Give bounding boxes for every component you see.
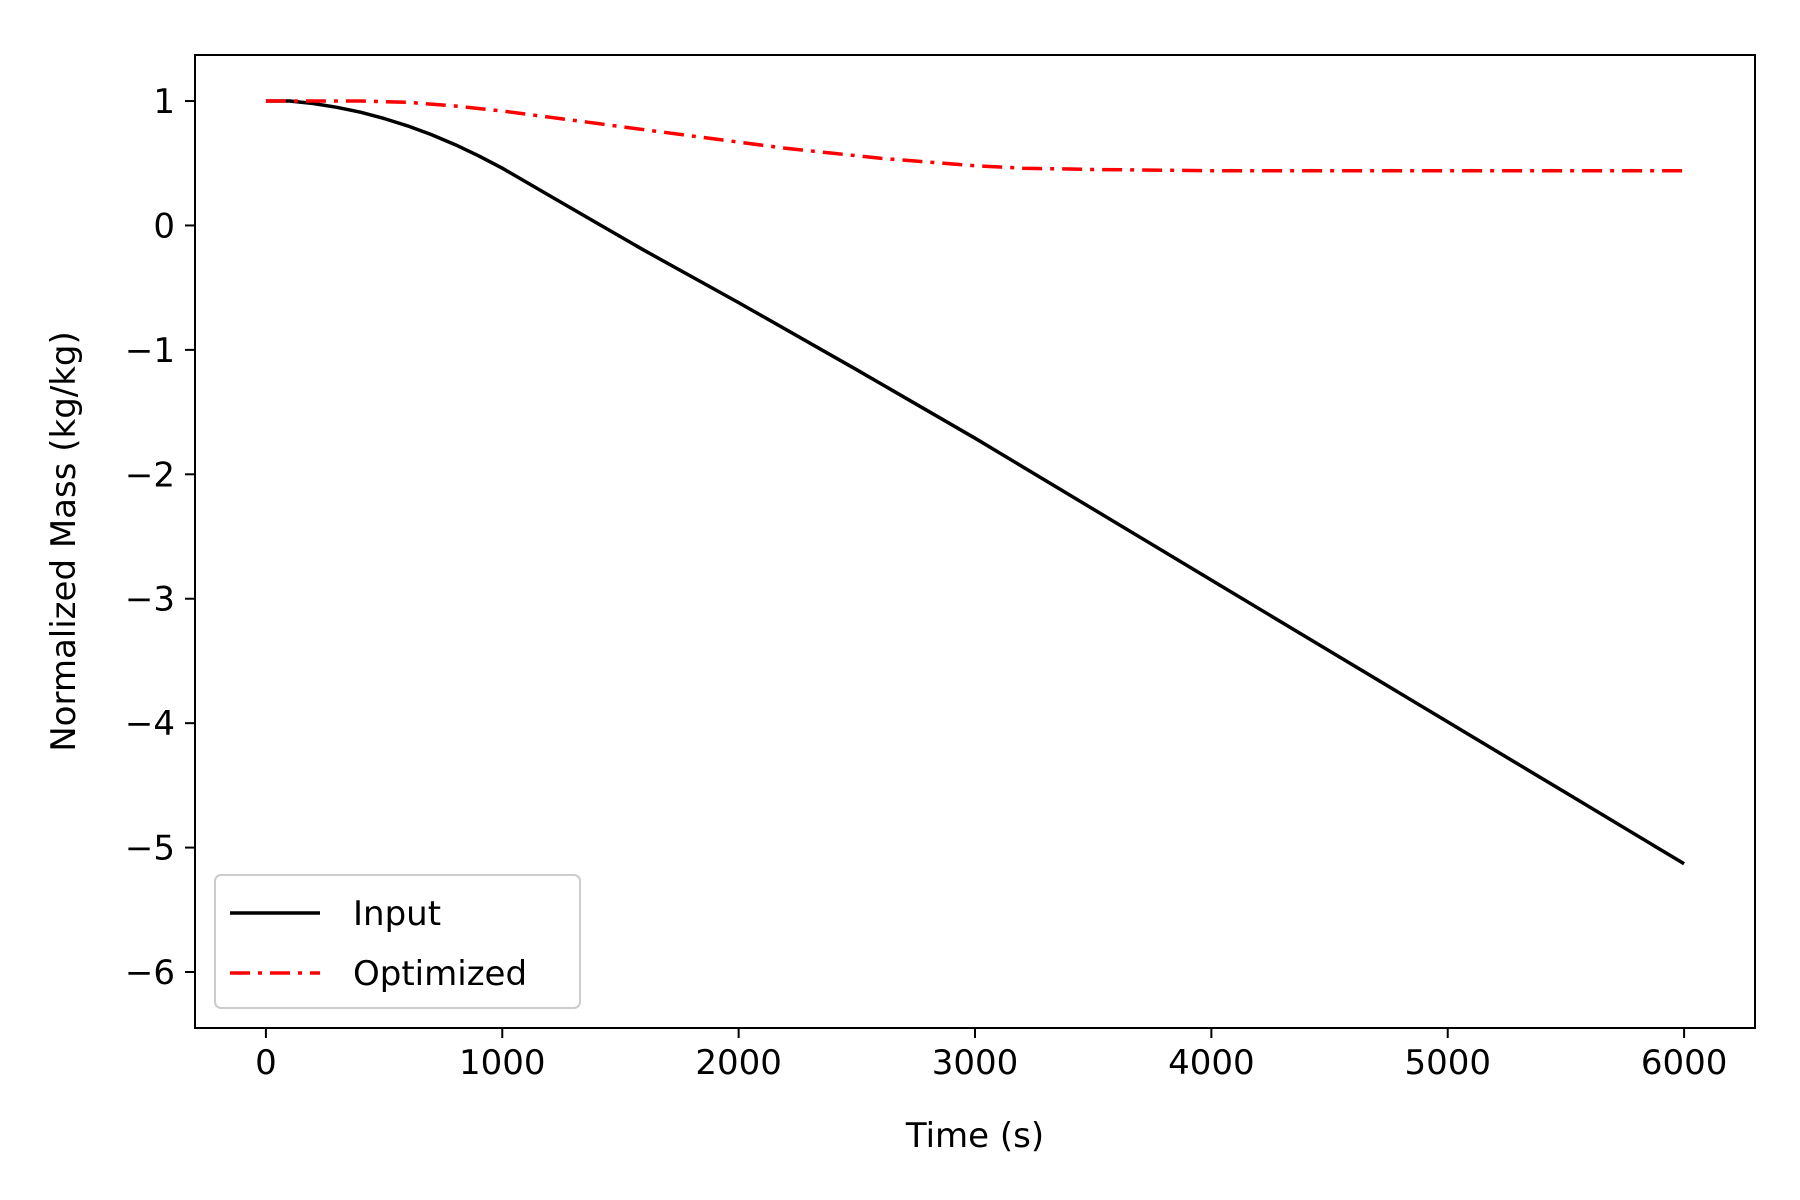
x-tick-label: 6000	[1641, 1043, 1728, 1083]
y-tick-label: −6	[125, 953, 175, 993]
x-tick-label: 5000	[1404, 1043, 1491, 1083]
y-tick-label: 0	[153, 206, 175, 246]
x-tick-label: 0	[255, 1043, 277, 1083]
y-axis-ticks: 1 0 −1 −2 −3 −4 −5 −6	[125, 82, 195, 993]
plot-area-frame	[194, 54, 1756, 1029]
y-tick-label: −1	[125, 331, 175, 371]
x-axis-ticks: 0 1000 2000 3000 4000 5000 6000	[255, 1028, 1727, 1083]
y-tick-label: −2	[125, 455, 175, 495]
legend-label-optimized: Optimized	[353, 954, 527, 994]
y-tick-label: −5	[125, 829, 175, 869]
y-axis-label: Normalized Mass (kg/kg)	[44, 331, 84, 752]
x-axis-label: Time (s)	[905, 1116, 1044, 1156]
x-tick-label: 3000	[932, 1043, 1019, 1083]
x-tick-label: 4000	[1168, 1043, 1255, 1083]
y-tick-label: 1	[153, 82, 175, 122]
y-tick-label: −3	[125, 580, 175, 620]
y-tick-label: −4	[125, 704, 175, 744]
legend: Input Optimized	[214, 874, 581, 1009]
x-tick-label: 2000	[695, 1043, 782, 1083]
legend-box	[214, 874, 581, 1009]
legend-label-input: Input	[353, 894, 441, 934]
series-line-optimized	[265, 99, 1685, 173]
x-tick-label: 1000	[459, 1043, 546, 1083]
series-line-input	[265, 99, 1686, 866]
series-lines	[265, 99, 1686, 866]
